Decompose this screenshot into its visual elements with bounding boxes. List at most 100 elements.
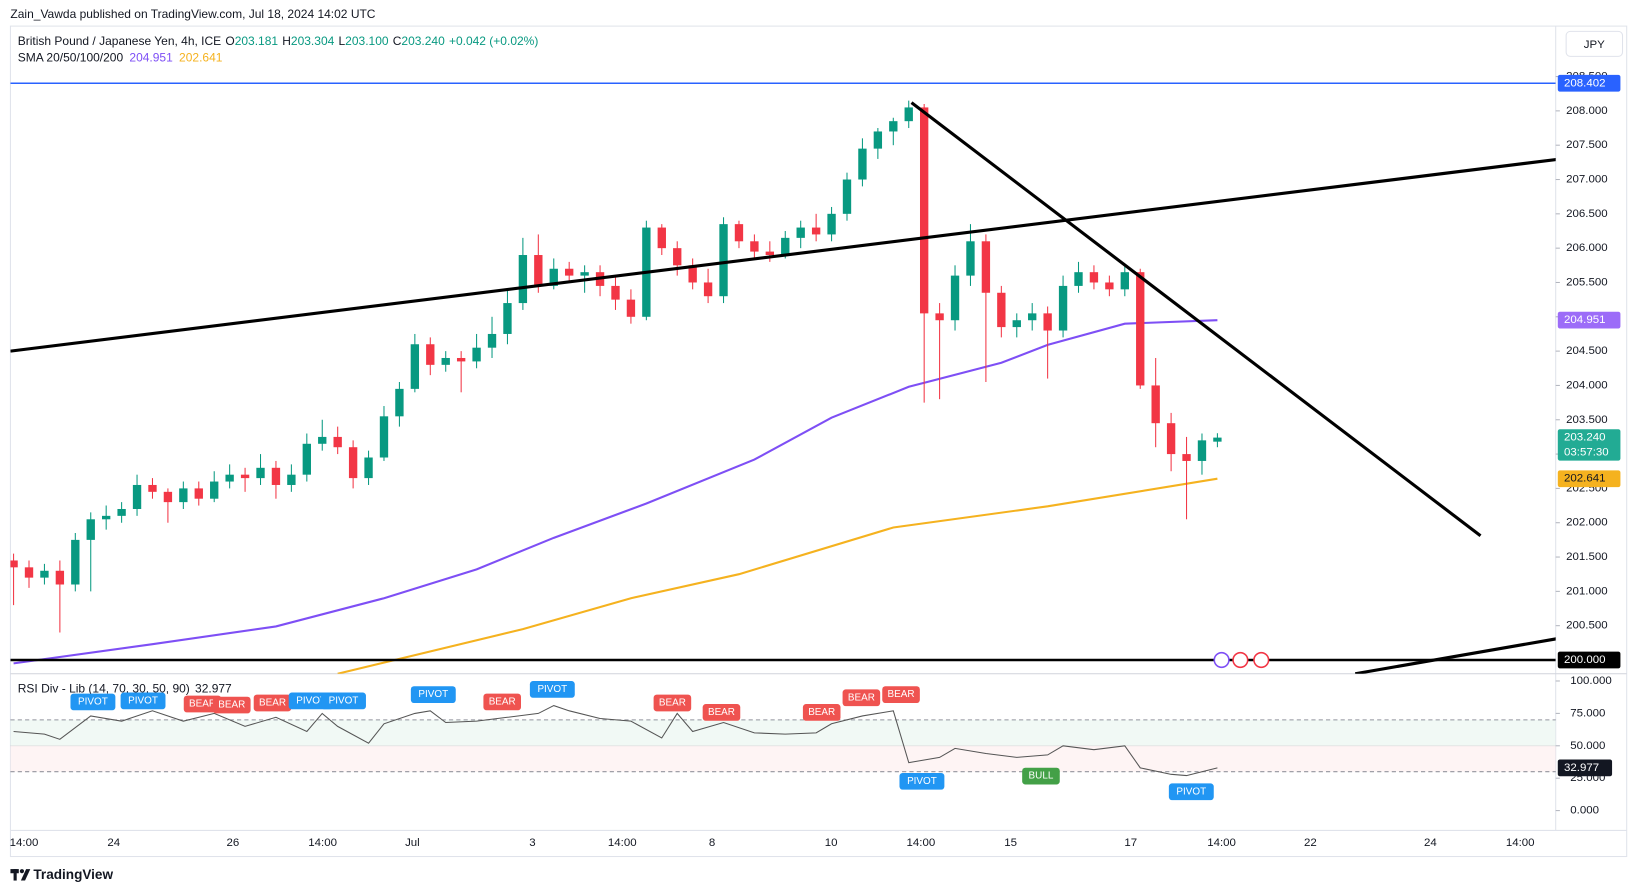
candle-body	[1182, 454, 1191, 461]
signal-badge	[120, 692, 166, 710]
signal-badge	[702, 704, 741, 721]
currency-label[interactable]: JPY	[1584, 39, 1605, 51]
y-tick-label: 207.500	[1566, 139, 1607, 151]
x-tick-label: 24	[107, 837, 120, 849]
symbol-legend: British Pound / Japanese Yen, 4h, ICE O20…	[18, 34, 539, 48]
candle-body	[40, 570, 49, 578]
signal-badge	[653, 694, 692, 712]
logo-part	[20, 869, 31, 881]
signal-label: BEAR	[888, 689, 915, 700]
candle-body	[101, 515, 111, 520]
signal-label: BEAR	[218, 700, 245, 711]
signal-label: PIVOT	[78, 697, 108, 708]
candle-body	[379, 416, 389, 458]
signal-label: PIVOT	[1176, 786, 1206, 797]
candle-body	[441, 357, 450, 365]
signal-badge	[882, 686, 920, 703]
candle-body	[518, 255, 528, 304]
price-badge	[1557, 311, 1621, 329]
candle-body	[1166, 423, 1176, 455]
y-tick-label: 206.000	[1566, 242, 1607, 254]
signal-badge	[410, 686, 456, 703]
candle-body	[919, 107, 929, 314]
candle-body	[10, 560, 18, 568]
x-tick-label: 22	[1304, 837, 1317, 849]
candle-body	[256, 467, 265, 479]
x-tick-label: 14:00	[1506, 837, 1535, 849]
price-badge-label: 208.402	[1564, 77, 1605, 89]
x-tick-label: 14:00	[1207, 837, 1236, 849]
y-tick-label: 203.500	[1566, 414, 1607, 426]
signal-label: PIVOT	[418, 689, 448, 700]
logo-part	[13, 869, 17, 881]
candle-body	[811, 227, 821, 235]
ohlc-key: O	[225, 34, 234, 48]
y-tick-label: 206.500	[1566, 208, 1607, 220]
signal-badge	[183, 695, 222, 713]
candle-body	[935, 313, 944, 321]
price-badge	[1557, 470, 1621, 488]
rsi-badge-label: 32.977	[1564, 762, 1599, 774]
signal-label: PIVOT	[907, 776, 937, 787]
candle-body	[71, 539, 80, 585]
sma-value: 204.951	[129, 51, 173, 65]
rsi-y-tick-label: 0.000	[1570, 805, 1599, 817]
signal-badge	[529, 681, 575, 698]
price-badge	[1557, 74, 1621, 92]
signal-label: BEAR	[848, 692, 875, 703]
signal-label: BEAR	[659, 698, 686, 709]
alert-icon	[1213, 651, 1230, 669]
signal-label: PIVOT	[128, 696, 158, 707]
signal-badge	[212, 696, 251, 714]
candle-body	[1058, 285, 1068, 331]
candle-body	[1120, 272, 1129, 290]
signal-label: PIVOT	[537, 684, 567, 695]
ohlc-key: H	[282, 34, 291, 48]
candle-body	[734, 224, 744, 242]
y-tick-label: 205.500	[1566, 277, 1607, 289]
signal-label: PIVOT	[329, 696, 359, 707]
y-tick-label: 204.500	[1566, 345, 1607, 357]
signal-label: PIVOT	[296, 696, 326, 707]
price-badge-label: 203.240	[1564, 432, 1605, 444]
x-tick-label: Jul	[405, 837, 420, 849]
ohlc-value: 203.304	[291, 34, 335, 48]
currency-button[interactable]	[1565, 30, 1624, 57]
candle-body	[271, 467, 281, 485]
x-tick-label: 26	[226, 837, 239, 849]
rsi-title: RSI Div - Lib (14, 70, 30, 50, 90)	[18, 682, 190, 696]
y-tick-label: 201.500	[1566, 551, 1607, 563]
footer-brand: TradingView	[33, 867, 113, 882]
candle-body	[179, 488, 188, 503]
signal-badge	[899, 772, 945, 790]
chart-frame	[9, 25, 1628, 858]
candle-body	[364, 457, 373, 479]
y-tick-label: 201.000	[1566, 585, 1607, 597]
candle-body	[950, 275, 960, 321]
signal-badge	[70, 693, 116, 711]
candle-body	[1074, 272, 1083, 286]
rsi-upper-zone	[10, 719, 1556, 746]
sma-line	[13, 319, 1218, 665]
trendline	[910, 101, 1482, 538]
candle-body	[688, 265, 697, 283]
signal-label: BEAR	[489, 697, 516, 708]
candle-body	[626, 299, 636, 317]
x-tick-label: 8	[709, 837, 715, 849]
candle-body	[487, 333, 497, 348]
candle-body	[1028, 313, 1037, 321]
candle-body	[580, 272, 589, 276]
price-badge	[1557, 429, 1621, 461]
signal-badge	[253, 694, 292, 712]
signal-badge	[483, 693, 522, 711]
candle-body	[796, 227, 805, 238]
candle-body	[333, 436, 342, 448]
candle-body	[240, 474, 250, 479]
candle-body	[703, 282, 713, 297]
candle-body	[117, 508, 126, 516]
candle-body	[86, 519, 95, 540]
alert-icon	[1253, 651, 1270, 669]
sma-legend: SMA 20/50/100/200 204.951 202.641	[18, 51, 223, 65]
candle-body	[318, 436, 327, 444]
